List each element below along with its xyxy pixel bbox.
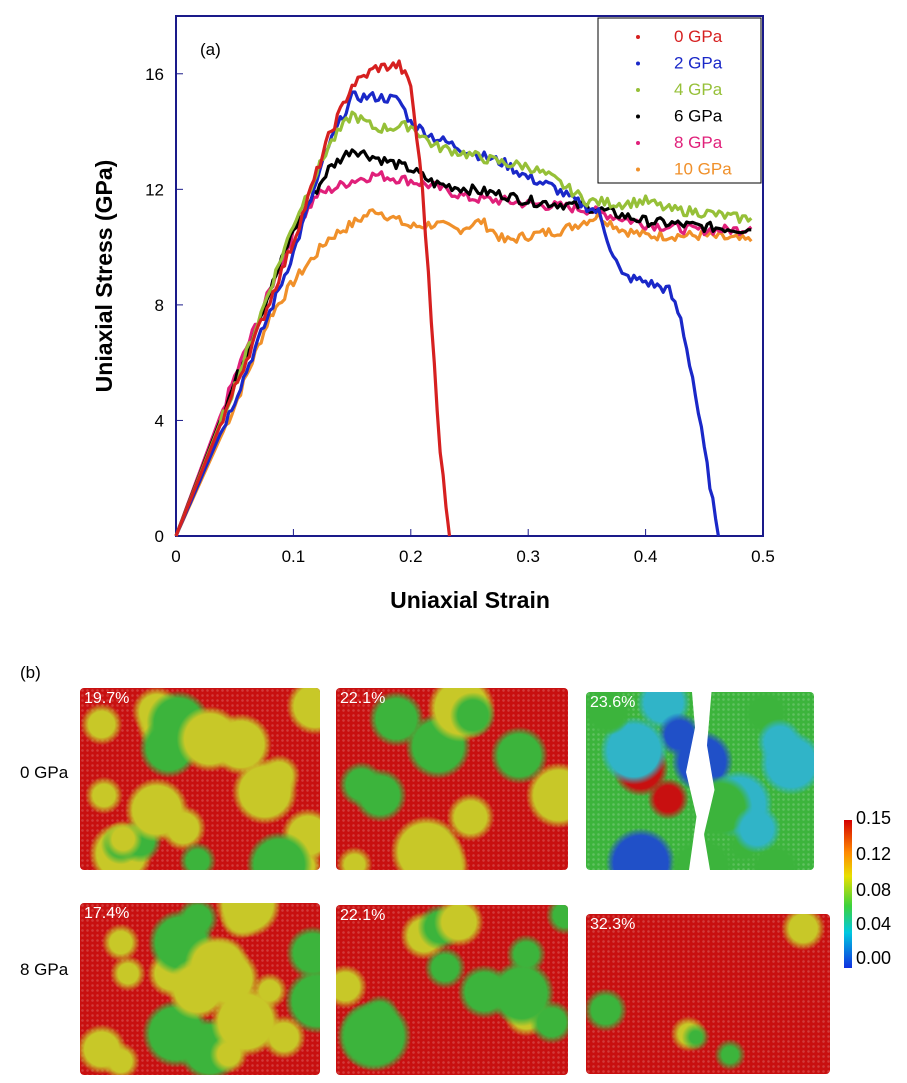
y-tick-label: 12 <box>145 180 164 199</box>
legend-marker <box>636 167 640 172</box>
strain-label: 17.4% <box>84 905 130 922</box>
legend-marker <box>636 114 640 119</box>
legend-marker <box>636 141 640 145</box>
y-tick-label: 0 <box>155 527 164 546</box>
legend: 0 GPa 2 GPa 4 GPa 6 GPa 8 GPa 10 GPa <box>597 17 762 184</box>
atom-map <box>80 688 320 870</box>
x-axis-title: Uniaxial Strain <box>390 587 550 613</box>
colorbar-tick: 0.12 <box>856 844 892 864</box>
legend-entry: 10 GPa <box>674 160 732 179</box>
strain-label: 23.6% <box>590 694 636 711</box>
series-line-2-gpa <box>174 90 720 537</box>
atom-snapshot-0gpa-1: 19.7% <box>80 688 320 870</box>
stress-strain-chart: 0 0.1 0.2 0.3 0.4 0.5 0 4 8 12 16 (a) Uniaxial Str… <box>91 15 775 613</box>
plot-frame <box>175 15 764 537</box>
colorbar <box>844 820 852 968</box>
atom-snapshot-0gpa-2: 22.1% <box>336 688 568 870</box>
x-tick-label: 0.1 <box>282 547 306 566</box>
legend-entry: 0 GPa <box>674 27 723 46</box>
legend-box <box>597 17 762 184</box>
colorbar-tick: 0.04 <box>856 914 892 934</box>
axis-ticks: 0 0.1 0.2 0.3 0.4 0.5 0 4 8 12 16 <box>145 65 775 566</box>
y-tick-label: 8 <box>155 296 164 315</box>
legend-marker <box>636 35 640 39</box>
y-axis-title: Uniaxial Stress (GPa) <box>91 160 117 393</box>
x-tick-label: 0.4 <box>634 547 658 566</box>
series-line-10-gpa <box>174 208 753 537</box>
y-tick-label: 4 <box>155 411 164 430</box>
atom-snapshot-8gpa-3: 32.3% <box>586 914 830 1074</box>
colorbar-tick: 0.00 <box>856 948 892 968</box>
x-tick-label: 0.2 <box>399 547 423 566</box>
x-tick-label: 0.3 <box>516 547 540 566</box>
legend-entry: 8 GPa <box>674 133 723 152</box>
legend-entry: 2 GPa <box>674 54 723 73</box>
series-line-0-gpa <box>174 59 452 537</box>
panel-label-a: (a) <box>200 40 221 59</box>
strain-label: 22.1% <box>340 690 386 707</box>
panel-label-b: (b) <box>20 663 41 682</box>
atom-snapshot-0gpa-3: 23.6% <box>586 692 814 870</box>
atom-snapshot-8gpa-1: 17.4% <box>80 903 320 1075</box>
legend-marker <box>636 88 640 92</box>
legend-marker <box>636 61 640 66</box>
legend-entry: 4 GPa <box>674 80 723 99</box>
strain-label: 22.1% <box>340 907 386 924</box>
x-tick-label: 0 <box>171 547 180 566</box>
atom-snapshot-8gpa-2: 22.1% <box>336 905 568 1075</box>
atom-map <box>336 905 568 1075</box>
atom-map <box>586 914 830 1074</box>
strain-label: 32.3% <box>590 916 636 933</box>
legend-entry: 6 GPa <box>674 107 723 126</box>
atom-map <box>336 688 568 870</box>
strain-label: 19.7% <box>84 690 130 707</box>
row-label-0gpa: 0 GPa <box>20 763 69 782</box>
y-tick-label: 16 <box>145 65 164 84</box>
row-label-8gpa: 8 GPa <box>20 960 69 979</box>
x-tick-label: 0.5 <box>751 547 775 566</box>
colorbar-tick: 0.08 <box>856 880 892 900</box>
series-layer <box>174 59 753 537</box>
series-line-4-gpa <box>174 110 753 537</box>
atom-map <box>80 903 320 1075</box>
colorbar-tick: 0.15 <box>856 808 892 828</box>
